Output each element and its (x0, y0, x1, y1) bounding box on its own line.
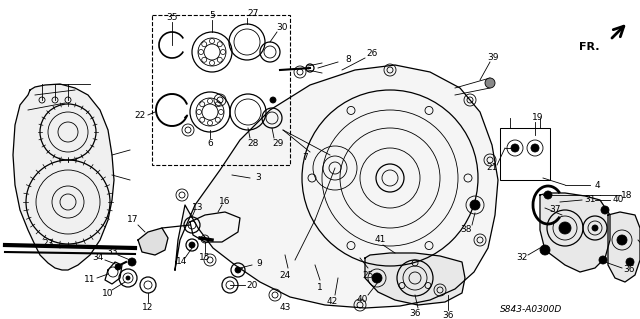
Polygon shape (13, 84, 114, 270)
Text: 36: 36 (442, 310, 454, 319)
Text: 23: 23 (42, 239, 54, 248)
Text: 22: 22 (134, 110, 146, 120)
Text: 3: 3 (255, 174, 261, 182)
Text: 16: 16 (220, 197, 231, 206)
Circle shape (559, 222, 571, 234)
Text: 20: 20 (246, 280, 258, 290)
Circle shape (531, 144, 539, 152)
Circle shape (270, 97, 276, 103)
Text: 13: 13 (192, 203, 204, 211)
Text: 6: 6 (207, 138, 213, 147)
Text: 30: 30 (276, 24, 288, 33)
Circle shape (540, 245, 550, 255)
Text: 33: 33 (106, 248, 118, 256)
Text: 35: 35 (166, 13, 178, 23)
Text: 21: 21 (486, 164, 498, 173)
Text: 9: 9 (256, 258, 262, 268)
Text: 1: 1 (317, 284, 323, 293)
Text: 34: 34 (92, 254, 104, 263)
Text: 4: 4 (594, 181, 600, 189)
Text: 8: 8 (345, 56, 351, 64)
Text: 10: 10 (102, 290, 114, 299)
Text: 25: 25 (362, 271, 374, 279)
Circle shape (235, 267, 241, 273)
Text: 14: 14 (176, 257, 188, 266)
Text: 5: 5 (209, 11, 215, 19)
Text: 36: 36 (409, 308, 420, 317)
Text: 28: 28 (247, 139, 259, 149)
Text: FR.: FR. (579, 42, 600, 52)
Text: 19: 19 (532, 113, 544, 122)
Polygon shape (138, 228, 168, 255)
Circle shape (189, 242, 195, 248)
Text: 40: 40 (612, 196, 624, 204)
Text: 42: 42 (326, 298, 338, 307)
Polygon shape (608, 212, 640, 282)
Text: 41: 41 (374, 235, 386, 244)
Text: 32: 32 (516, 254, 528, 263)
Bar (500, 128, 550, 180)
Text: 12: 12 (142, 303, 154, 313)
Circle shape (485, 78, 495, 88)
Polygon shape (175, 65, 498, 308)
Circle shape (617, 235, 627, 245)
Text: 38: 38 (460, 226, 472, 234)
Text: 39: 39 (487, 53, 499, 62)
Circle shape (592, 225, 598, 231)
Circle shape (470, 200, 480, 210)
Text: 17: 17 (127, 216, 139, 225)
Text: S843-A0300D: S843-A0300D (500, 306, 563, 315)
Circle shape (115, 264, 121, 270)
Circle shape (626, 258, 634, 266)
Bar (152, 15, 290, 165)
Text: 18: 18 (621, 190, 633, 199)
Text: 26: 26 (366, 48, 378, 57)
Circle shape (601, 206, 609, 214)
Text: 37: 37 (549, 205, 561, 214)
Text: 31: 31 (584, 196, 596, 204)
Text: 40: 40 (356, 295, 368, 305)
Circle shape (599, 256, 607, 264)
Text: 29: 29 (272, 139, 284, 149)
Text: 7: 7 (302, 152, 308, 161)
Circle shape (128, 258, 136, 266)
Circle shape (126, 276, 130, 280)
Polygon shape (540, 193, 610, 272)
Text: 11: 11 (84, 276, 96, 285)
Text: 43: 43 (279, 303, 291, 313)
Text: 15: 15 (199, 254, 211, 263)
Polygon shape (365, 253, 465, 305)
Text: 27: 27 (247, 10, 259, 19)
Circle shape (511, 144, 519, 152)
Circle shape (372, 273, 382, 283)
Text: 24: 24 (280, 271, 291, 279)
Text: 36: 36 (623, 265, 635, 275)
Circle shape (544, 191, 552, 199)
